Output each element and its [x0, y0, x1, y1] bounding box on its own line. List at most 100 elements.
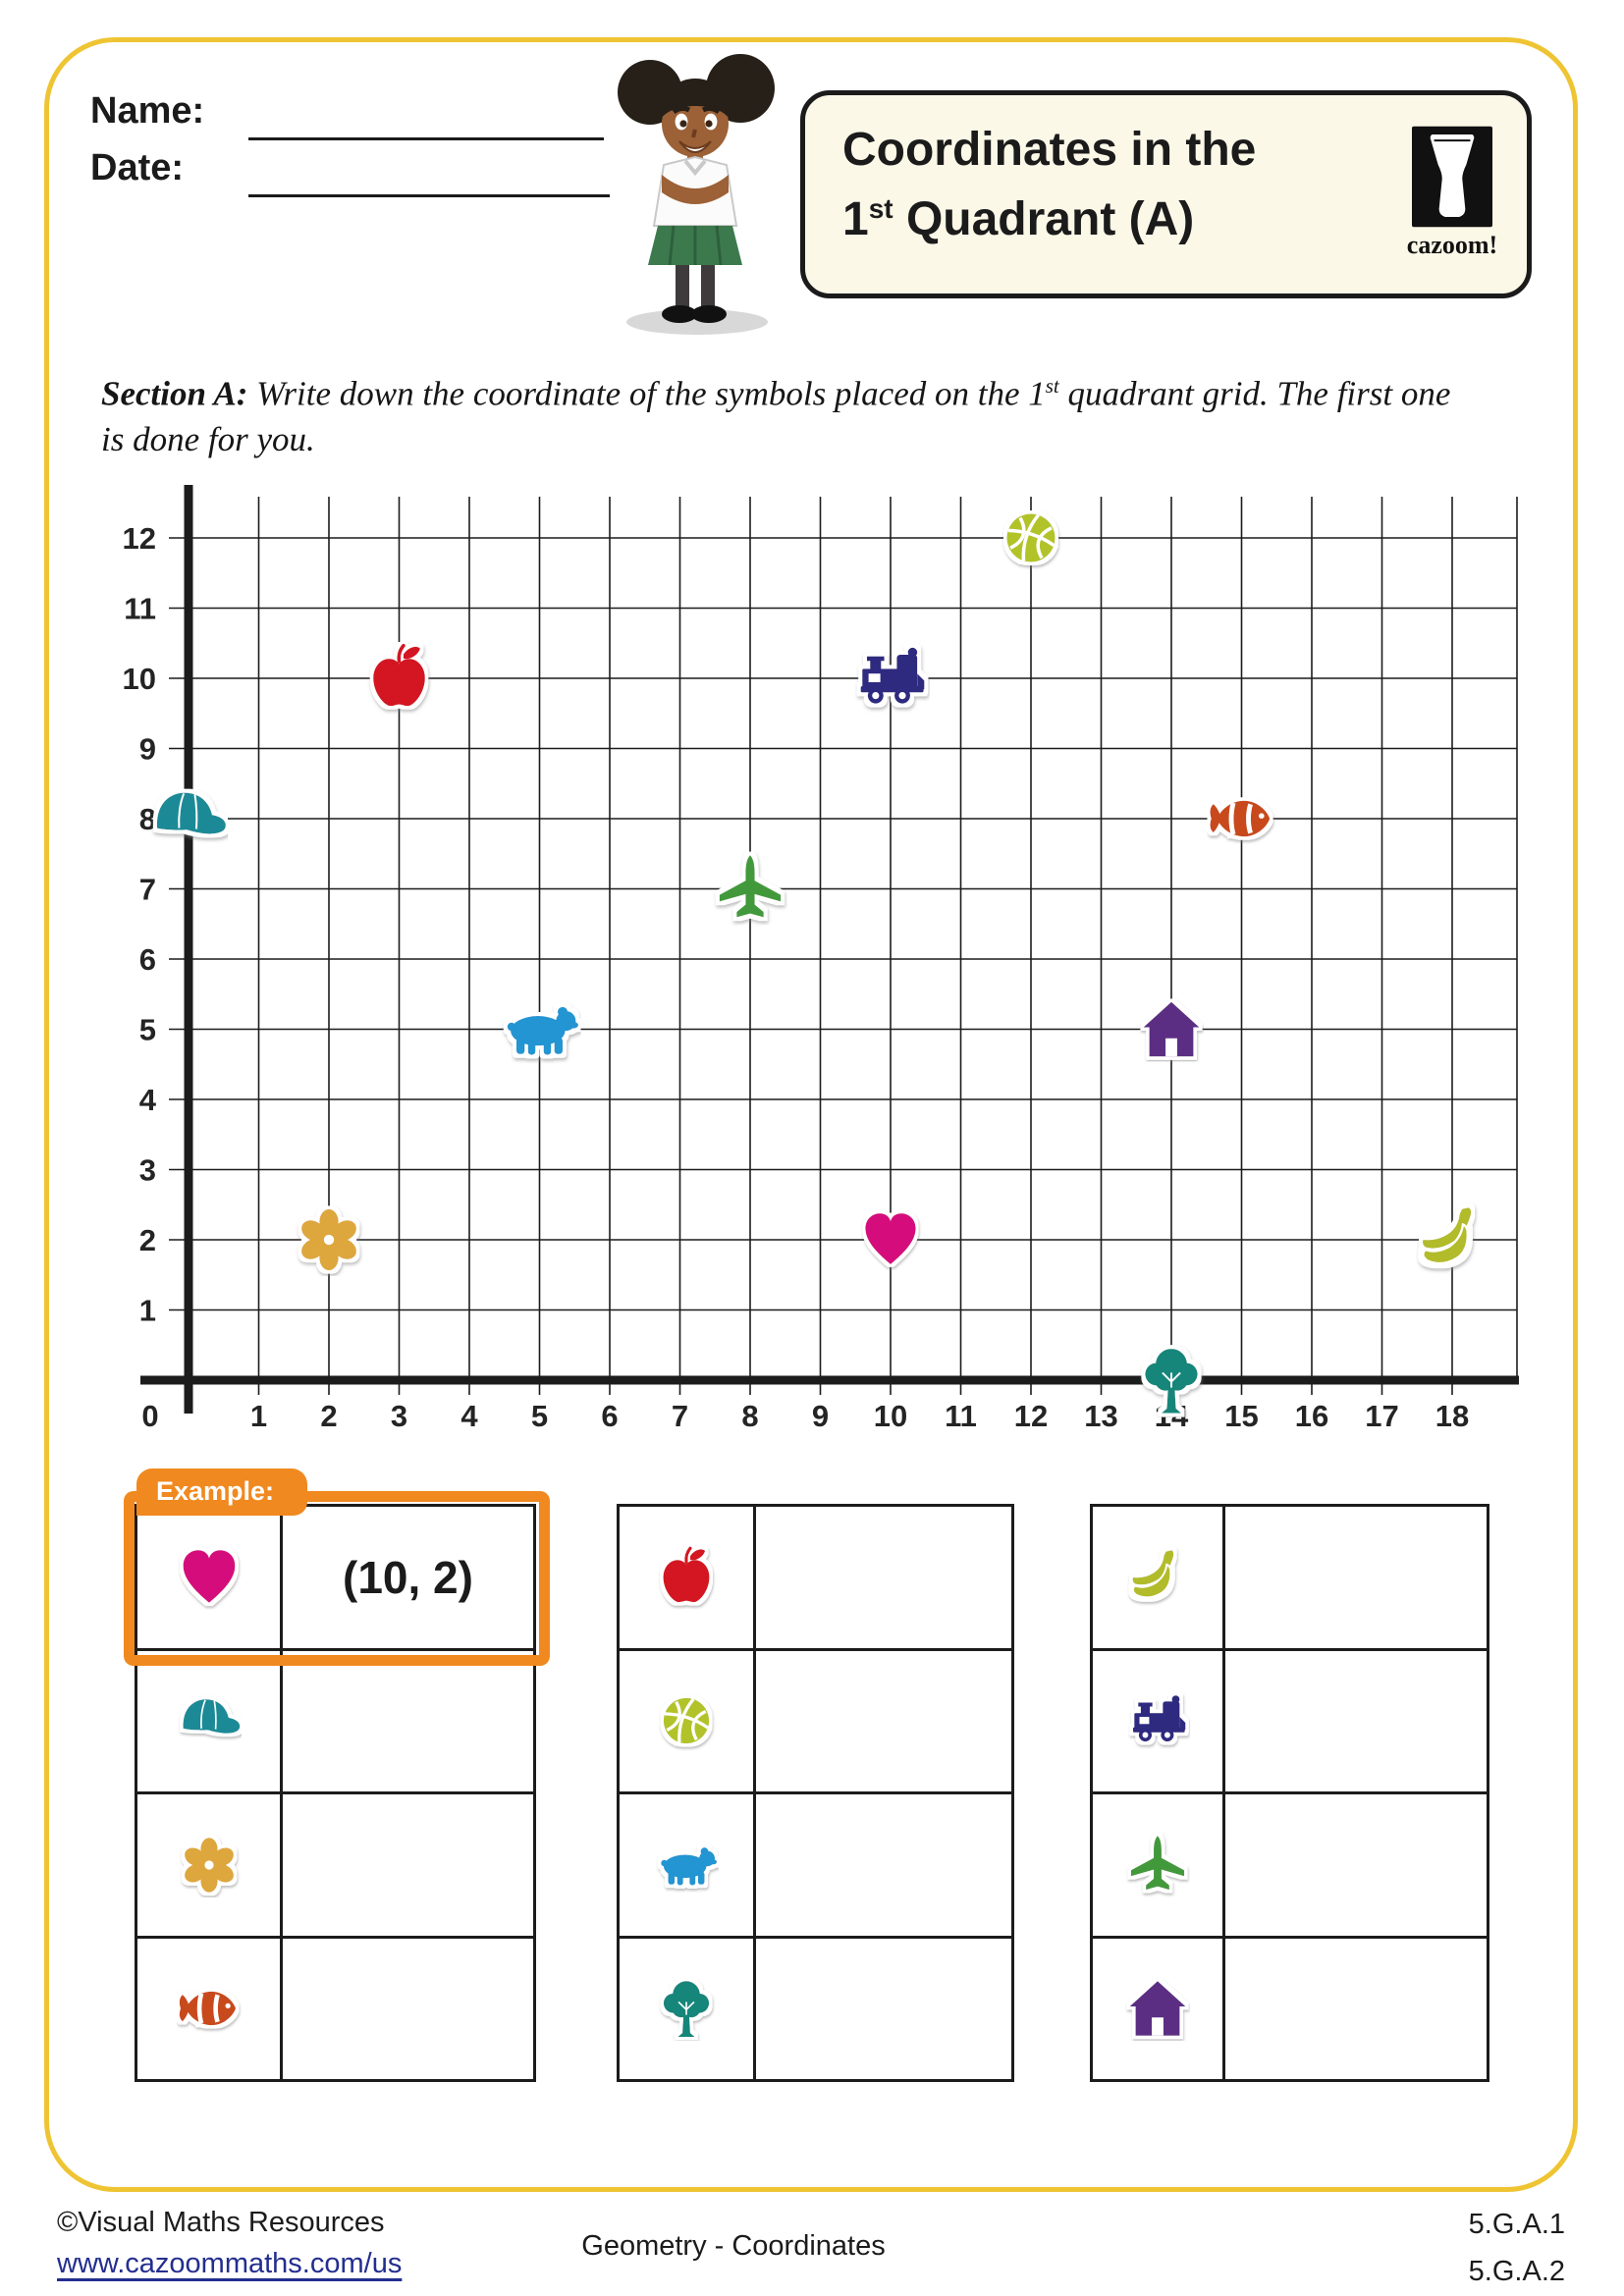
table-row-fish	[137, 1938, 533, 2080]
svg-text:12: 12	[1014, 1399, 1048, 1433]
svg-text:5: 5	[531, 1399, 548, 1433]
grid-symbol-cap	[157, 793, 226, 834]
answer-cell-cap	[283, 1651, 533, 1792]
answer-table-1: (10, 2)	[135, 1504, 536, 2082]
cazoom-logo-text: cazoom!	[1406, 231, 1498, 259]
svg-text:7: 7	[672, 1399, 688, 1433]
section-a-instruction: Section A: Write down the coordinate of …	[101, 374, 1451, 458]
footer-link[interactable]: www.cazoommaths.com/us	[57, 2248, 403, 2279]
grid-symbol-tree	[1145, 1349, 1197, 1413]
symbol-cell-apple	[620, 1507, 756, 1648]
symbol-cell-bananas	[1093, 1507, 1225, 1648]
plane-icon	[1125, 1833, 1190, 1897]
cazoom-logo: cazoom!	[1403, 125, 1501, 260]
table-row-tree	[620, 1938, 1011, 2080]
apple-icon	[654, 1545, 719, 1610]
table-row-house	[1093, 1938, 1487, 2079]
svg-text:9: 9	[812, 1399, 829, 1433]
answer-cell-bananas	[1225, 1507, 1487, 1648]
symbol-cell-house	[1093, 1938, 1225, 2079]
svg-text:15: 15	[1224, 1399, 1258, 1433]
grid-lines	[169, 497, 1518, 1395]
table-row-apple	[620, 1507, 1011, 1651]
table-row-bananas	[1093, 1507, 1487, 1651]
date-line	[248, 194, 610, 197]
svg-text:1: 1	[250, 1399, 267, 1433]
svg-text:7: 7	[139, 873, 156, 907]
apple-icon	[373, 646, 425, 707]
name-line	[248, 137, 604, 140]
bear-icon	[654, 1833, 719, 1897]
svg-text:9: 9	[139, 732, 156, 767]
svg-text:3: 3	[391, 1399, 407, 1433]
flower-icon	[177, 1833, 242, 1897]
cazoom-drum-icon	[1412, 126, 1492, 228]
plane-icon	[720, 855, 781, 917]
symbol-cell-bear	[620, 1794, 756, 1936]
svg-text:8: 8	[741, 1399, 758, 1433]
symbol-cell-cap	[137, 1650, 283, 1791]
table-row-heart: (10, 2)	[137, 1507, 533, 1651]
svg-text:4: 4	[139, 1083, 157, 1117]
tree-icon	[1145, 1349, 1197, 1413]
heart-icon	[177, 1545, 242, 1610]
answer-table-2	[617, 1504, 1014, 2082]
svg-text:0: 0	[141, 1399, 158, 1433]
train-icon	[861, 648, 925, 704]
symbol-cell-tree	[620, 1938, 756, 2079]
svg-text:17: 17	[1365, 1399, 1398, 1433]
fish-icon	[177, 1976, 242, 2041]
page-border	[44, 37, 1578, 2192]
answer-cell-fish	[283, 1939, 533, 2080]
example-answer: (10, 2)	[343, 1551, 473, 1603]
worksheet-title-box: Coordinates in the 1st Quadrant (A) cazo…	[800, 90, 1532, 298]
grid-symbol-heart	[865, 1213, 915, 1264]
svg-text:10: 10	[874, 1399, 907, 1433]
footer-topic: Geometry - Coordinates	[581, 2230, 886, 2262]
answer-table-3	[1090, 1504, 1489, 2082]
answer-cell-flower	[283, 1794, 533, 1936]
grid-symbol-plane	[720, 855, 781, 917]
example-tab: Example:	[136, 1468, 307, 1516]
svg-text:2: 2	[320, 1399, 337, 1433]
svg-text:6: 6	[139, 942, 156, 977]
bananas-icon	[1423, 1207, 1471, 1263]
grid-symbol-house	[1144, 1002, 1200, 1056]
student-mascot-illustration	[618, 54, 775, 335]
svg-text:1: 1	[139, 1294, 156, 1328]
answer-cell-plane	[1225, 1794, 1487, 1936]
symbol-cell-flower	[137, 1794, 283, 1936]
svg-text:2: 2	[139, 1223, 156, 1257]
table-row-basketball	[620, 1650, 1011, 1794]
tree-icon	[654, 1976, 719, 2041]
table-row-bear	[620, 1794, 1011, 1939]
section-a-label: Section A:	[101, 374, 248, 413]
symbol-cell-fish	[137, 1938, 283, 2079]
table-row-flower	[137, 1794, 533, 1939]
heart-icon	[865, 1213, 915, 1264]
svg-text:6: 6	[601, 1399, 618, 1433]
table-row-train	[1093, 1650, 1487, 1794]
cap-icon	[177, 1688, 242, 1753]
answer-cell-basketball	[756, 1651, 1011, 1792]
symbol-cell-plane	[1093, 1794, 1225, 1936]
bear-icon	[508, 1007, 578, 1055]
grid-symbol-basketball	[1001, 507, 1061, 568]
svg-text:11: 11	[124, 592, 156, 626]
svg-text:12: 12	[123, 521, 156, 556]
grid-axis-labels: 0 1 2 3 4 5 6 7 8 9 10 11 12 13 14 15 16 17 18123456789101…	[123, 521, 1470, 1433]
table-row-plane	[1093, 1794, 1487, 1939]
name-label: Name:	[90, 90, 205, 132]
answer-cell-train	[1225, 1651, 1487, 1792]
grid-symbol-bear	[508, 1007, 578, 1055]
grid-symbol-apple	[373, 646, 425, 707]
svg-text:11: 11	[945, 1399, 977, 1433]
symbol-cell-basketball	[620, 1650, 756, 1791]
grid-axes	[140, 485, 1519, 1414]
grid-symbol-bananas	[1423, 1207, 1471, 1263]
svg-text:16: 16	[1295, 1399, 1328, 1433]
date-label: Date:	[90, 147, 185, 188]
answer-cell-bear	[756, 1794, 1011, 1936]
svg-text:13: 13	[1084, 1399, 1117, 1433]
answer-cell-tree	[756, 1939, 1011, 2080]
